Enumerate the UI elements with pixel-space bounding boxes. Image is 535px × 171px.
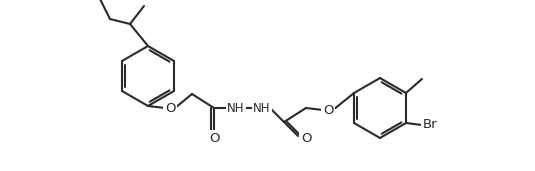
Text: NH: NH xyxy=(227,102,244,115)
Text: O: O xyxy=(301,131,311,144)
Text: O: O xyxy=(209,131,219,144)
Text: NH: NH xyxy=(253,102,271,115)
Text: O: O xyxy=(323,103,333,116)
Text: Br: Br xyxy=(423,119,437,131)
Text: O: O xyxy=(165,102,175,115)
